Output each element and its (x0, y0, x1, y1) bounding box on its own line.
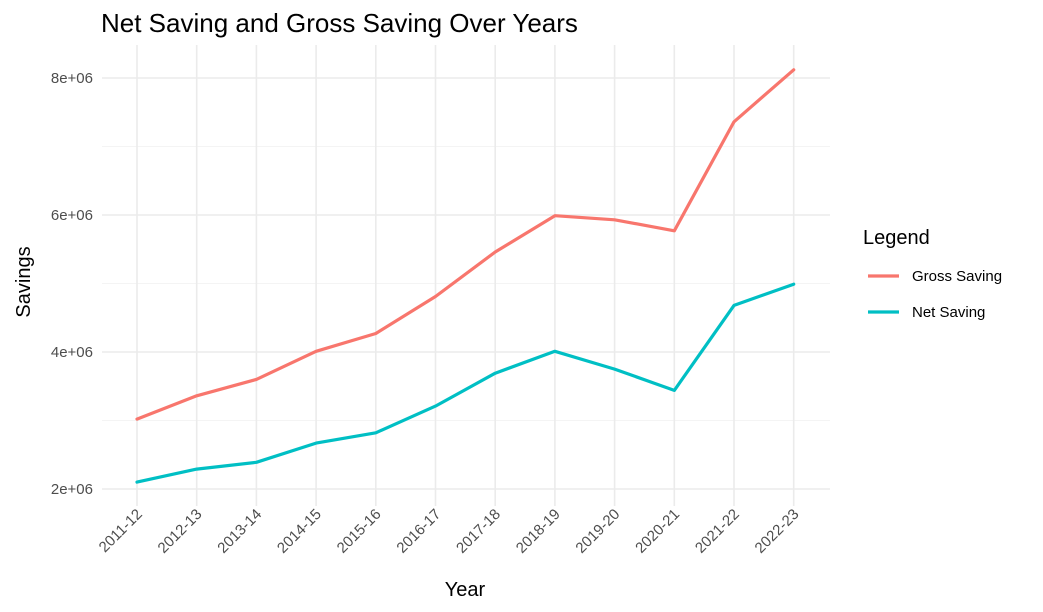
legend: Legend Gross Saving Net Saving (863, 227, 1002, 321)
x-axis-ticks: 2011-12 2012-13 2013-14 2014-15 2015-16 2016-… (96, 506, 803, 557)
x-tick-label: 2014-15 (274, 506, 325, 557)
x-axis-title: Year (445, 579, 486, 601)
x-tick-label: 2017-18 (453, 506, 504, 557)
chart-title: Net Saving and Gross Saving Over Years (101, 8, 578, 38)
x-tick-label: 2012-13 (155, 506, 206, 557)
y-tick-label: 6e+06 (51, 207, 93, 224)
y-axis-title: Savings (13, 246, 35, 317)
x-tick-label: 2021-22 (692, 506, 743, 557)
series-layer (135, 68, 796, 484)
grid (102, 45, 830, 506)
series-line-gross-saving (135, 68, 796, 421)
y-axis-ticks: 2e+06 4e+06 6e+06 8e+06 (51, 70, 93, 498)
x-tick-label: 2022-23 (752, 506, 803, 557)
legend-title: Legend (863, 227, 930, 249)
x-tick-label: 2019-20 (572, 506, 623, 557)
legend-label: Gross Saving (912, 268, 1002, 285)
x-tick-label: 2020-21 (632, 506, 683, 557)
x-tick-label: 2013-14 (214, 506, 265, 557)
y-tick-label: 2e+06 (51, 481, 93, 498)
x-tick-label: 2015-16 (334, 506, 385, 557)
y-tick-label: 4e+06 (51, 344, 93, 361)
series-line-net-saving (135, 282, 796, 484)
legend-items: Gross Saving Net Saving (868, 268, 1002, 321)
y-tick-label: 8e+06 (51, 70, 93, 87)
legend-label: Net Saving (912, 304, 985, 321)
x-tick-label: 2018-19 (513, 506, 564, 557)
x-tick-label: 2011-12 (96, 506, 146, 556)
x-tick-label: 2016-17 (393, 506, 444, 557)
